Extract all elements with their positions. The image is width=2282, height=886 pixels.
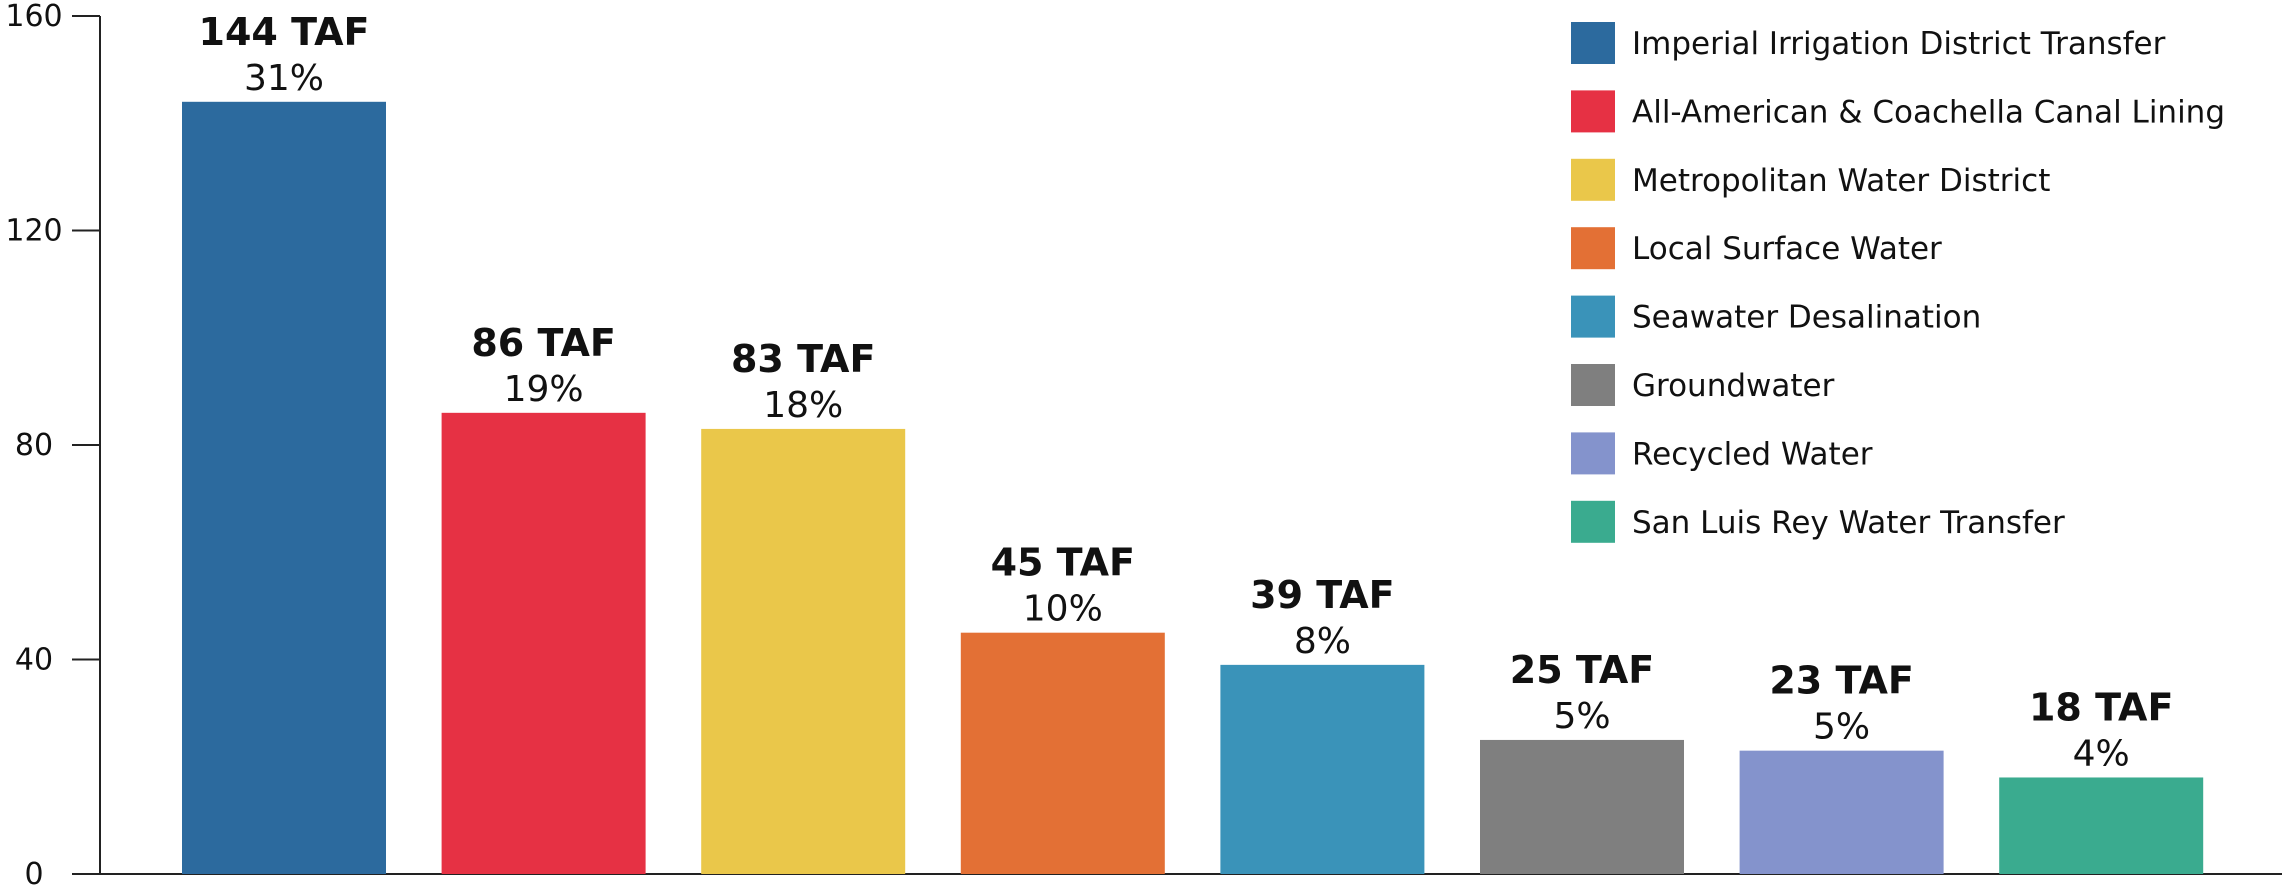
legend-item-label: Local Surface Water [1632,231,1942,267]
bar [960,632,1165,874]
legend-item-label: Groundwater [1632,368,1835,404]
legend: Imperial Irrigation District Transfer All… [1571,22,2225,543]
bar-percent-label: 31% [244,58,324,99]
legend-swatch [1571,364,1615,406]
bar [1739,750,1944,874]
bar [1480,739,1684,874]
bar-value-label: 25 TAF [1510,648,1654,692]
legend-item-label: Seawater Desalination [1632,300,1981,336]
bar-percent-label: 10% [1023,589,1103,630]
bar [182,101,386,875]
bar-value-label: 144 TAF [199,10,370,54]
legend-item-label: Imperial Irrigation District Transfer [1632,26,2166,62]
bar-percent-label: 4% [2073,733,2130,774]
legend-item-label: San Luis Rey Water Transfer [1632,505,2065,541]
bar [1999,777,2204,874]
legend-item-label: All-American & Coachella Canal Lining [1632,94,2225,130]
bar [701,428,906,874]
bar-value-label: 18 TAF [2029,685,2173,729]
legend-swatch [1571,432,1615,475]
bar-percent-label: 8% [1294,621,1351,662]
bar-percent-label: 18% [763,385,843,426]
legend-swatch [1571,500,1615,543]
bar-value-label: 23 TAF [1769,659,1913,703]
y-tick-label: 0 [24,857,43,886]
legend-item-label: Recycled Water [1632,436,1873,472]
bar-value-label: 83 TAF [731,337,875,381]
bar-percent-label: 5% [1553,696,1610,737]
y-tick-label: 120 [5,214,62,249]
legend-swatch [1571,22,1615,64]
bar-percent-label: 5% [1813,707,1870,748]
legend-swatch [1571,295,1615,338]
bar-value-label: 39 TAF [1250,573,1394,617]
y-tick-label: 80 [15,428,53,463]
bars [182,101,2204,875]
bar-value-label: 86 TAF [471,321,615,365]
bar [1220,664,1425,874]
legend-swatch [1571,227,1615,270]
bar-value-label: 45 TAF [991,541,1135,585]
legend-swatch [1571,158,1615,201]
y-tick-label: 160 [5,0,62,34]
legend-item-label: Metropolitan Water District [1632,163,2050,199]
bar [441,412,646,874]
y-tick-label: 40 [15,643,53,678]
bar-percent-label: 19% [504,369,584,410]
legend-swatch [1571,90,1615,133]
